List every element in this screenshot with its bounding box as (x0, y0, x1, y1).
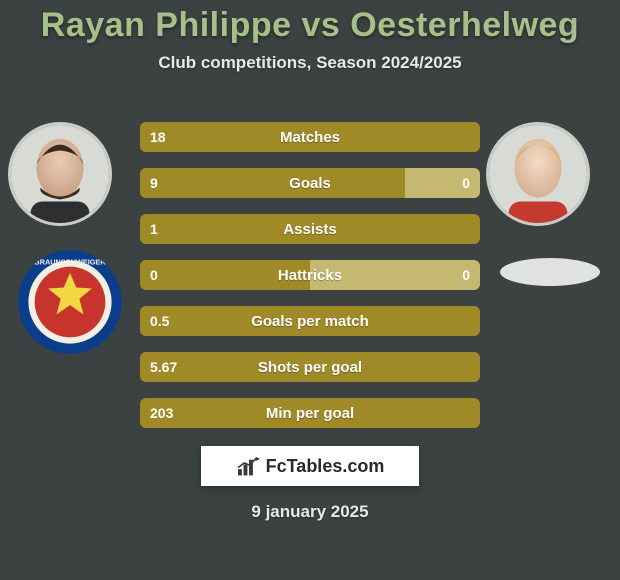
stat-row: Shots per goal5.67 (140, 352, 480, 382)
player-left-avatar (8, 122, 112, 226)
stat-value-left: 1 (140, 214, 168, 244)
watermark: FcTables.com (201, 446, 419, 486)
stat-row: Min per goal203 (140, 398, 480, 428)
stat-value-right: 0 (452, 260, 480, 290)
comparison-subtitle: Club competitions, Season 2024/2025 (0, 53, 620, 73)
stat-label: Matches (140, 122, 480, 152)
player-right-club-badge-placeholder (500, 258, 600, 286)
stat-value-left: 18 (140, 122, 176, 152)
svg-text:BRAUNSCHWEIGER: BRAUNSCHWEIGER (34, 258, 106, 267)
player-right-avatar (486, 122, 590, 226)
stat-value-left: 9 (140, 168, 168, 198)
stat-label: Goals (140, 168, 480, 198)
stat-value-left: 0 (140, 260, 168, 290)
stat-bars: Matches18Goals90Assists1Hattricks00Goals… (140, 122, 480, 444)
stat-row: Hattricks0 0 (140, 260, 480, 290)
stat-row: Goals9 0 (140, 168, 480, 198)
comparison-title: Rayan Philippe vs Oesterhelweg (0, 0, 620, 45)
stat-label: Shots per goal (140, 352, 480, 382)
stat-label: Hattricks (140, 260, 480, 290)
stat-value-left: 0.5 (140, 306, 179, 336)
player-right-avatar-placeholder (489, 125, 587, 223)
stat-row: Matches18 (140, 122, 480, 152)
stat-value-left: 203 (140, 398, 183, 428)
stat-value-left: 5.67 (140, 352, 187, 382)
stat-label: Assists (140, 214, 480, 244)
watermark-text: FcTables.com (266, 456, 385, 477)
fctables-logo-icon (236, 455, 262, 477)
stat-label: Goals per match (140, 306, 480, 336)
stat-label: Min per goal (140, 398, 480, 428)
generated-date: 9 january 2025 (0, 502, 620, 522)
stat-row: Assists1 (140, 214, 480, 244)
stat-row: Goals per match0.5 (140, 306, 480, 336)
player-left-club-badge: BRAUNSCHWEIGER (18, 250, 122, 354)
club-badge-icon: BRAUNSCHWEIGER (18, 250, 122, 354)
player-left-avatar-placeholder (11, 125, 109, 223)
stat-value-right: 0 (452, 168, 480, 198)
